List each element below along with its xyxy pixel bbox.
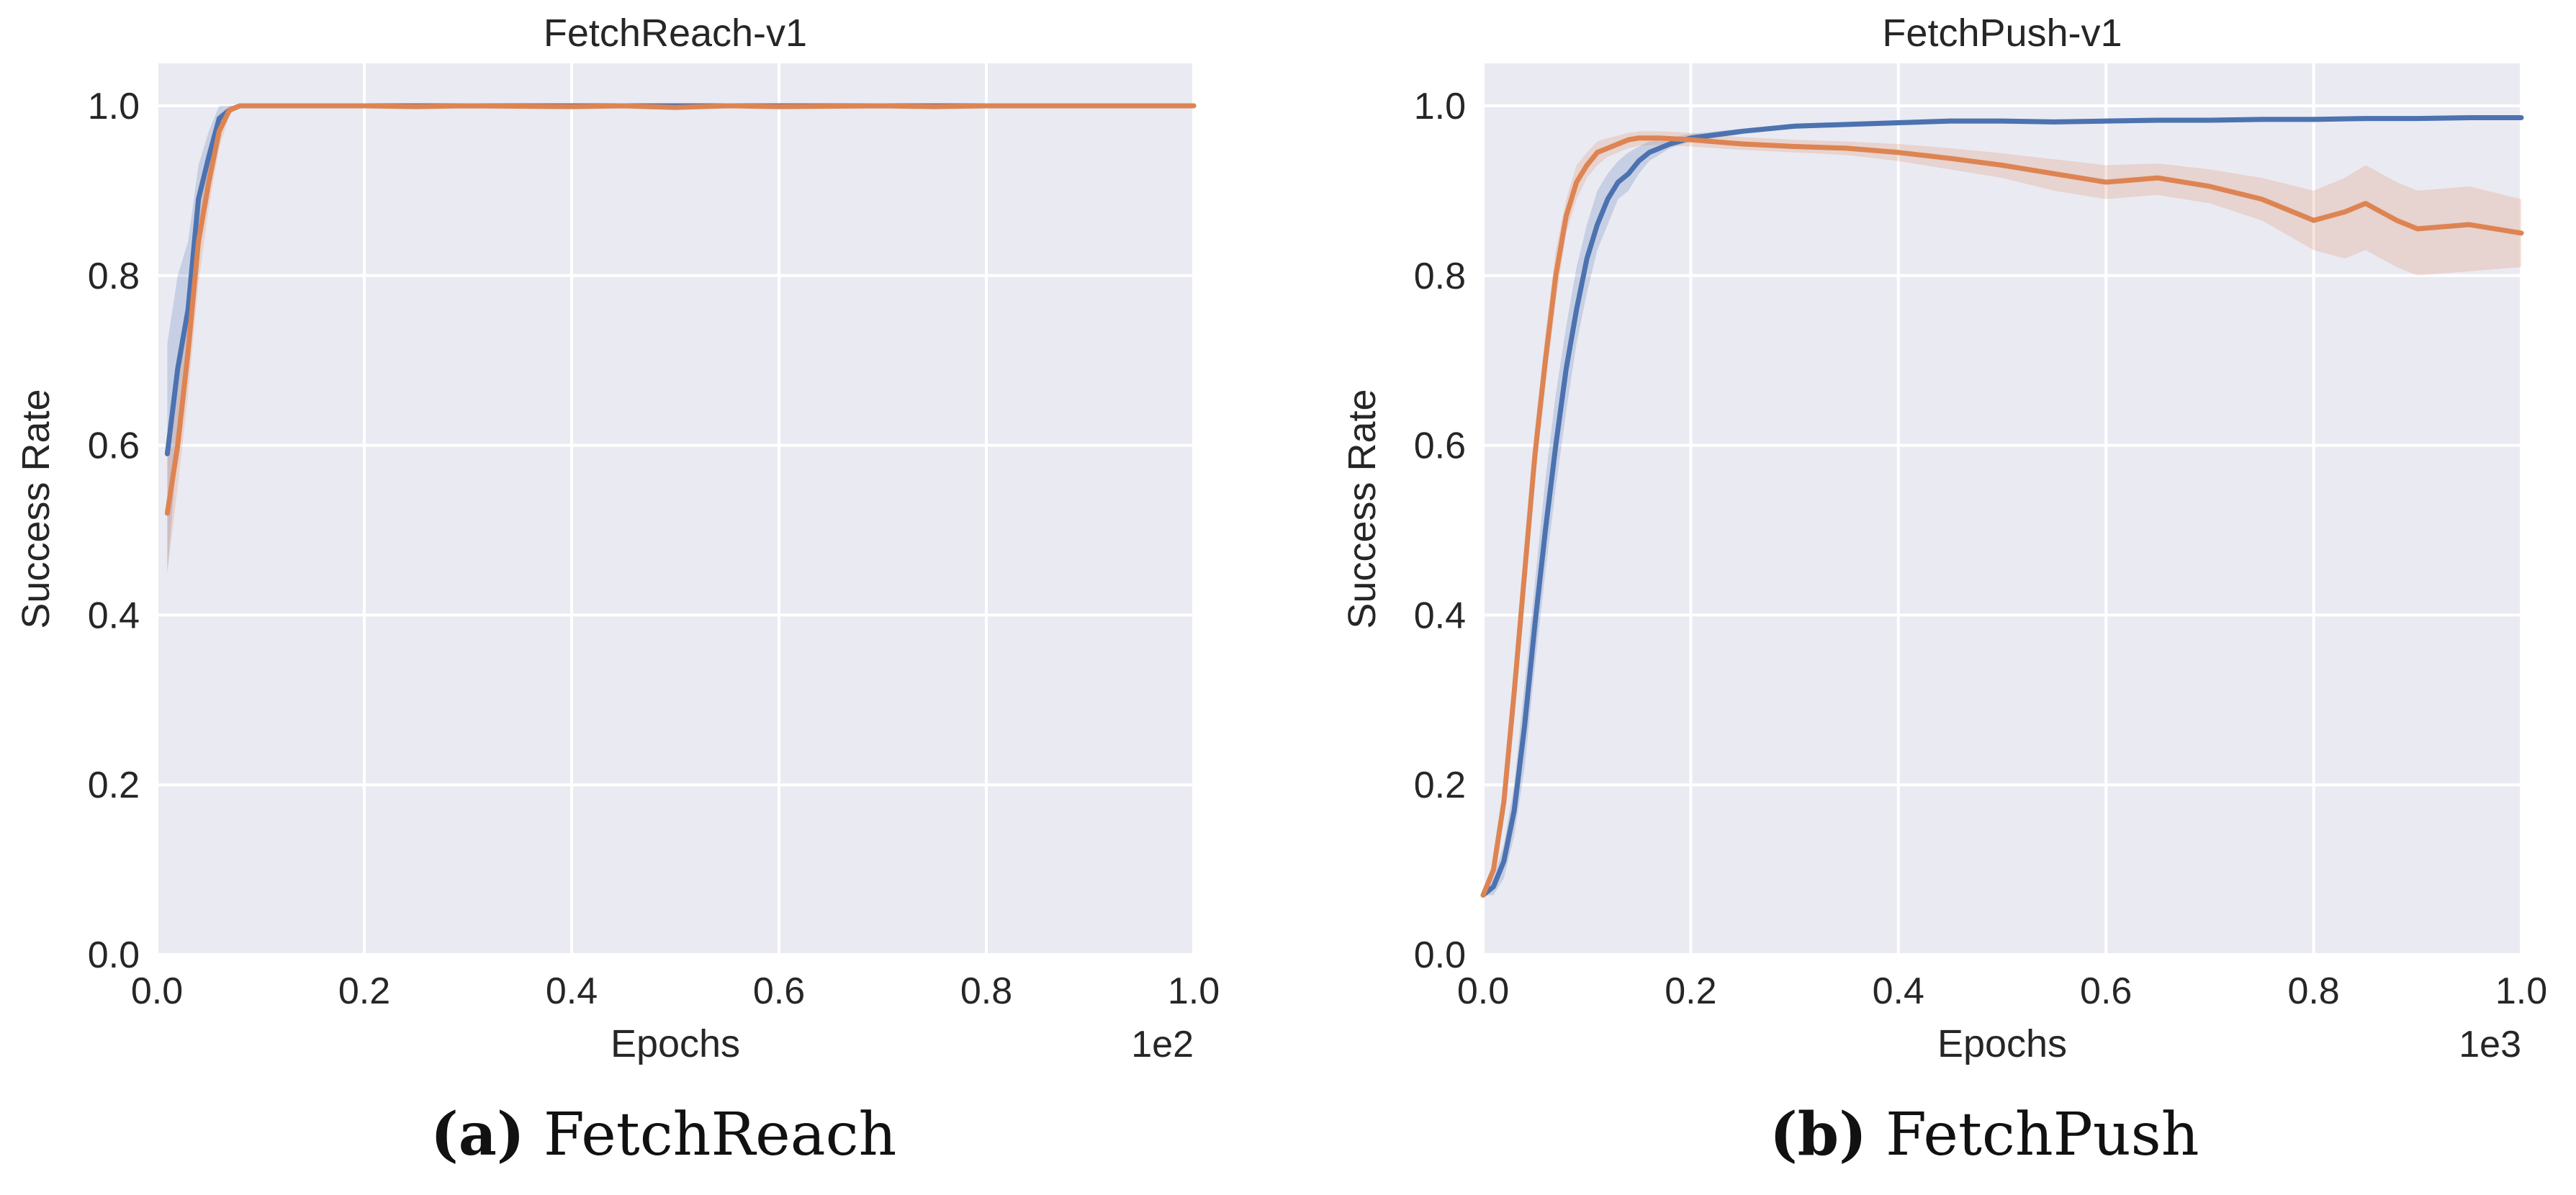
y-axis-label: Success Rate [14,389,58,628]
y-tick-label: 0.2 [88,765,140,806]
chart-panel-0: 0.0 0.2 0.4 0.6 0.8 1.0 0.0 0.2 0.4 0.6 0.8 1.0 Fetc… [14,12,1220,1065]
y-tick-label: 0.2 [1414,765,1466,806]
y-tick-label: 0.8 [88,256,140,297]
caption-a: (a) FetchReach [431,1100,896,1169]
plot-background [157,63,1194,955]
chart-panel-1: 0.0 0.2 0.4 0.6 0.8 1.0 0.0 0.2 0.4 0.6 0.8 1.0 Fetc… [1341,12,2547,1065]
x-tick-label: 0.2 [1665,970,1716,1012]
y-tick-label: 0.4 [88,595,140,636]
y-tick-label: 0.6 [88,425,140,467]
y-tick-label: 1.0 [1414,86,1466,127]
x-axis-offset-label: 1e3 [2459,1024,2521,1065]
y-tick-label: 0.0 [1414,934,1466,976]
caption-a-label: FetchReach [543,1101,897,1169]
y-tick-label: 0.4 [1414,595,1466,636]
y-tick-label: 0.6 [1414,425,1466,467]
confidence-band-series-orange [1483,131,2521,900]
x-tick-label: 0.0 [1457,970,1509,1012]
caption-a-letter: (a) [431,1100,525,1169]
x-tick-label: 0.8 [960,970,1012,1012]
chart-title: FetchReach-v1 [544,12,807,55]
x-tick-label: 1.0 [1168,970,1220,1012]
chart-title: FetchPush-v1 [1882,12,2122,55]
x-tick-label: 0.6 [2080,970,2132,1012]
line-series-orange [1480,135,2524,898]
y-tick-label: 0.8 [1414,256,1466,297]
x-tick-label: 0.4 [546,970,598,1012]
y-axis-label: Success Rate [1341,389,1384,628]
y-tick-label: 1.0 [88,86,140,127]
x-axis-label: Epochs [1937,1022,2067,1065]
line-series-blue [1480,114,2524,898]
caption-b-letter: (b) [1770,1100,1867,1169]
x-tick-label: 1.0 [2495,970,2547,1012]
y-tick-label: 0.0 [88,934,140,976]
caption-b: (b) FetchPush [1770,1100,2199,1169]
x-tick-label: 0.6 [753,970,805,1012]
x-tick-label: 0.4 [1873,970,1924,1012]
x-axis-label: Epochs [611,1022,740,1065]
caption-b-label: FetchPush [1886,1101,2199,1169]
x-tick-label: 0.8 [2287,970,2339,1012]
x-tick-label: 0.0 [131,970,183,1012]
line-series-orange [164,103,1197,516]
x-tick-label: 0.2 [338,970,390,1012]
x-axis-offset-label: 1e2 [1131,1024,1194,1065]
